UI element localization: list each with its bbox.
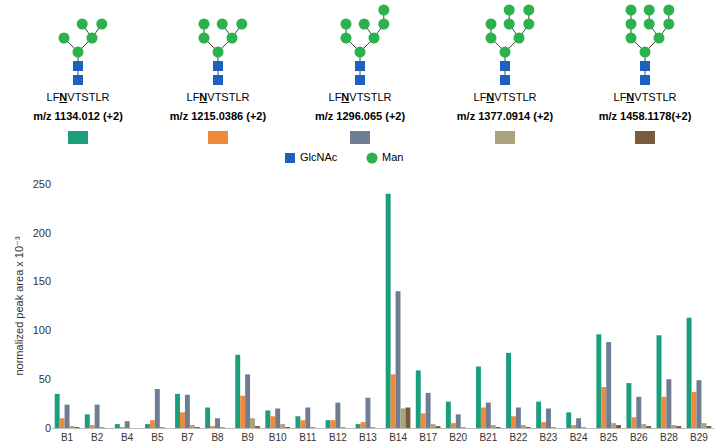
svg-text:0: 0 (45, 422, 51, 434)
svg-text:B25: B25 (600, 432, 618, 443)
svg-text:B12: B12 (329, 432, 347, 443)
html-text:LF N VTSTLR: LF N VTSTLR (328, 91, 392, 103)
html-text:LF N VTSTLR: LF N VTSTLR (613, 91, 677, 103)
html-text:m/z 1296.065 (+2): m/z 1296.065 (+2) (314, 110, 406, 122)
html-text:m/z 1458.1178(+2): m/z 1458.1178(+2) (598, 110, 692, 122)
html-text:m/z 1215.0386 (+2): m/z 1215.0386 (+2) (169, 110, 267, 122)
svg-text:B8: B8 (211, 432, 224, 443)
svg-text:B26: B26 (630, 432, 648, 443)
svg-text:B17: B17 (419, 432, 437, 443)
svg-text:50: 50 (39, 373, 51, 385)
svg-text:normalized peak area x 10⁻³: normalized peak area x 10⁻³ (13, 236, 25, 375)
svg-text:B24: B24 (570, 432, 588, 443)
svg-text:B11: B11 (299, 432, 316, 443)
svg-text:B22: B22 (510, 432, 528, 443)
svg-text:100: 100 (33, 324, 51, 336)
svg-text:B2: B2 (91, 432, 104, 443)
svg-text:B28: B28 (660, 432, 678, 443)
html-text:Man: Man (382, 151, 404, 163)
svg-text:B29: B29 (690, 432, 708, 443)
svg-text:B7: B7 (181, 432, 194, 443)
svg-text:B23: B23 (540, 432, 558, 443)
svg-text:B9: B9 (241, 432, 254, 443)
html-text:LF N VTSTLR: LF N VTSTLR (186, 91, 250, 103)
svg-text:B21: B21 (479, 432, 497, 443)
svg-text:B13: B13 (359, 432, 377, 443)
svg-text:B14: B14 (389, 432, 407, 443)
html-text:m/z 1134.012 (+2): m/z 1134.012 (+2) (33, 110, 123, 122)
html-text:GlcNAc: GlcNAc (300, 151, 338, 163)
svg-text:B10: B10 (269, 432, 287, 443)
svg-text:B4: B4 (121, 432, 134, 443)
svg-text:B20: B20 (449, 432, 467, 443)
svg-text:250: 250 (33, 178, 51, 190)
html-text:LF N VTSTLR: LF N VTSTLR (46, 91, 110, 103)
html-text:m/z 1377.0914 (+2): m/z 1377.0914 (+2) (456, 110, 554, 122)
html-text:LF N VTSTLR: LF N VTSTLR (473, 91, 537, 103)
svg-text:B5: B5 (151, 432, 164, 443)
svg-text:200: 200 (33, 227, 51, 239)
svg-text:150: 150 (33, 275, 51, 287)
svg-text:B1: B1 (61, 432, 74, 443)
